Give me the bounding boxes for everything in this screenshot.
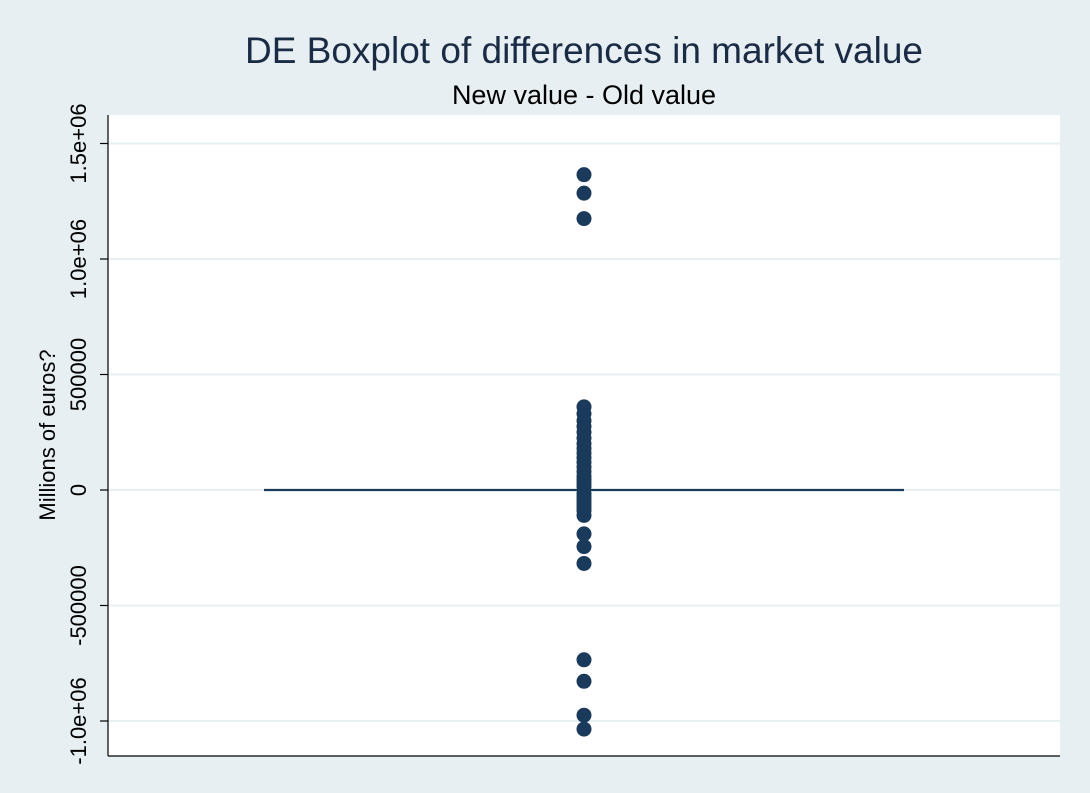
outlier-point — [576, 652, 592, 668]
outlier-point — [576, 673, 592, 689]
y-tick-label: 1.0e+06 — [66, 219, 91, 299]
y-tick-labels: -1.0e+06 -500000 0 500000 1.0e+06 1.5e+06 — [66, 103, 91, 764]
chart-subtitle: New value - Old value — [452, 80, 716, 110]
outlier-point — [576, 539, 592, 555]
outlier-points — [576, 167, 592, 737]
y-tick-label: 0 — [66, 484, 91, 496]
y-tick-label: 1.5e+06 — [66, 103, 91, 183]
outlier-point — [576, 526, 592, 542]
outlier-point — [576, 721, 592, 737]
y-tick-label: 500000 — [66, 338, 91, 411]
outlier-point — [576, 185, 592, 201]
outlier-point — [576, 507, 592, 523]
outlier-point — [576, 167, 592, 183]
y-axis-label: Millions of euros? — [35, 349, 60, 520]
chart-title: DE Boxplot of differences in market valu… — [245, 30, 923, 71]
outlier-point — [576, 555, 592, 571]
outlier-point — [576, 211, 592, 227]
y-tick-label: -1.0e+06 — [66, 677, 91, 764]
y-axis — [100, 115, 1060, 757]
y-tick-label: -500000 — [66, 565, 91, 646]
outlier-point — [576, 707, 592, 723]
